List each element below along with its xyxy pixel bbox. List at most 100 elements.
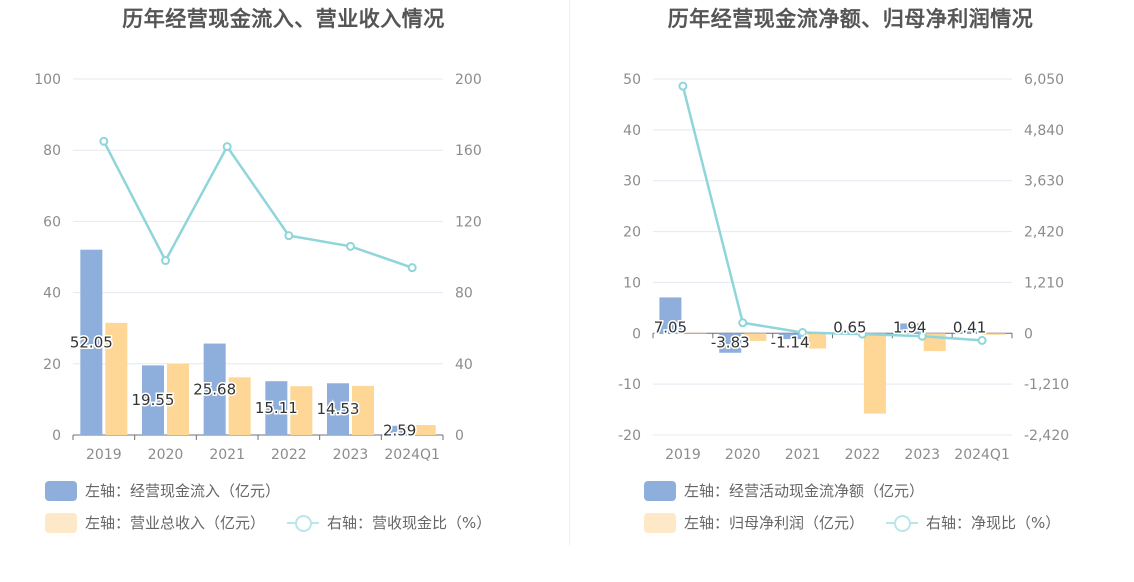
bar xyxy=(290,386,313,435)
y-right-tick-label: 80 xyxy=(455,286,473,302)
bar xyxy=(898,323,921,334)
bar xyxy=(744,333,767,341)
left-legend-row-2: 左轴：营业总收入（亿元） 右轴：营收现金比（%） xyxy=(45,512,513,533)
y-right-tick-label: 40 xyxy=(455,357,473,373)
y-left-tick-label: 40 xyxy=(43,286,61,302)
ratio-point xyxy=(678,81,688,91)
x-tick-label: 2020 xyxy=(725,447,761,463)
x-tick-label: 2023 xyxy=(333,447,369,463)
ratio-point xyxy=(284,231,294,241)
right-chart-svg: -20 -10 0 10 20 30 40 50 -2,420 -1,210 0 1,210 2,420… xyxy=(618,72,1069,463)
x-tick-label: 2022 xyxy=(271,447,307,463)
legend-label: 左轴：经营活动现金流净额（亿元） xyxy=(684,482,925,500)
legend-label: 左轴：归母净利润（亿元） xyxy=(684,514,865,532)
ratio-point xyxy=(738,318,748,328)
bar xyxy=(804,333,827,349)
bar-data-label: 19.55 xyxy=(132,391,175,409)
legend-swatch-orange xyxy=(45,512,77,533)
y-left-tick-label: 100 xyxy=(34,72,61,88)
ratio-point xyxy=(346,241,355,251)
ratio-point xyxy=(798,327,808,337)
y-right-tick-label: 4,840 xyxy=(1024,123,1064,139)
bar xyxy=(958,331,981,334)
legend-label: 右轴：净现比（%） xyxy=(926,514,1061,532)
y-left-tick-label: 60 xyxy=(43,214,61,230)
x-tick-label: 2021 xyxy=(785,447,821,463)
y-left-tick-label: 80 xyxy=(43,143,61,159)
panel-divider xyxy=(569,0,570,545)
y-right-tick-label: 3,630 xyxy=(1024,174,1064,190)
y-right-tick-label: 6,050 xyxy=(1024,72,1064,88)
bar-data-label: -1.14 xyxy=(771,333,810,351)
left-chart-svg: 0 20 40 60 80 100 0 40 80 120 160 200 2019 2020 2021 20… xyxy=(34,72,482,463)
y-left-tick-label: 10 xyxy=(623,275,641,291)
x-tick-label: 2022 xyxy=(845,447,881,463)
bar-data-label: 25.68 xyxy=(193,380,236,398)
bar xyxy=(388,425,411,435)
ratio-point xyxy=(857,329,867,339)
legend-item-ratio[interactable]: 右轴：营收现金比（%） xyxy=(287,512,491,533)
legend-item-revenue[interactable]: 左轴：营业总收入（亿元） xyxy=(45,512,265,533)
bar-data-label: 14.53 xyxy=(317,400,360,418)
legend-item-net-cash-ratio[interactable]: 右轴：净现比（%） xyxy=(886,512,1060,533)
legend-item-cash-inflow[interactable]: 左轴：经营现金流入（亿元） xyxy=(45,480,280,501)
bar-data-label: 1.94 xyxy=(893,318,926,336)
x-tick-label: 2024Q1 xyxy=(954,447,1010,463)
bar xyxy=(779,333,802,340)
ratio-point xyxy=(917,331,927,341)
ratio-line xyxy=(102,140,413,269)
bar xyxy=(203,343,226,435)
bar xyxy=(167,363,189,435)
bar xyxy=(142,365,164,435)
y-left-tick-label: 0 xyxy=(52,428,61,444)
bar-data-label: 0.41 xyxy=(953,318,986,336)
right-chart-panel: 历年经营现金流净额、归母净利润情况 -20 -10 0 10 20 30 40 50 -2,42… xyxy=(567,0,1134,582)
bar-data-label: 52.05 xyxy=(70,333,113,351)
x-tick-label: 2019 xyxy=(86,447,122,463)
y-right-tick-label: -2,420 xyxy=(1024,428,1069,444)
left-legend-row-1: 左轴：经营现金流入（亿元） xyxy=(45,480,302,501)
bar-data-label: 0.65 xyxy=(833,318,866,336)
bar-data-label: 15.11 xyxy=(255,399,298,417)
ratio-point xyxy=(99,136,109,146)
bar-data-label: 7.05 xyxy=(654,318,687,336)
legend-label: 左轴：经营现金流入（亿元） xyxy=(85,482,281,500)
bar xyxy=(983,333,1006,335)
bar-data-label: -3.83 xyxy=(711,333,750,351)
bar xyxy=(352,385,374,435)
legend-item-net-cash-flow[interactable]: 左轴：经营活动现金流净额（亿元） xyxy=(644,480,924,501)
bar-data-label: 2.59 xyxy=(383,421,416,439)
bar xyxy=(105,322,128,435)
y-right-tick-label: 120 xyxy=(455,214,482,230)
x-tick-label: 2019 xyxy=(665,447,701,463)
legend-line-swatch xyxy=(287,513,320,533)
y-left-tick-label: 20 xyxy=(43,357,61,373)
right-legend-row-1: 左轴：经营活动现金流净额（亿元） xyxy=(644,480,946,501)
legend-swatch-blue xyxy=(644,480,676,501)
bar xyxy=(838,329,861,334)
bar xyxy=(684,332,707,334)
chart-title: 历年经营现金流入、营业收入情况 xyxy=(122,7,445,31)
ratio-line xyxy=(681,85,983,342)
y-left-tick-label: -10 xyxy=(618,377,641,393)
x-tick-label: 2020 xyxy=(148,447,184,463)
right-legend-row-2: 左轴：归母净利润（亿元） 右轴：净现比（%） xyxy=(644,512,1082,533)
legend-label: 右轴：营收现金比（%） xyxy=(327,514,492,532)
y-right-tick-label: 0 xyxy=(455,428,464,444)
legend-swatch-orange xyxy=(644,512,676,533)
legend-line-swatch xyxy=(886,513,919,533)
y-right-tick-label: 2,420 xyxy=(1024,225,1064,241)
legend-item-net-profit[interactable]: 左轴：归母净利润（亿元） xyxy=(644,512,864,533)
y-left-tick-label: 40 xyxy=(623,123,641,139)
ratio-point xyxy=(977,335,987,345)
ratio-point xyxy=(161,256,170,266)
y-right-tick-label: 200 xyxy=(455,72,482,88)
y-right-tick-label: 1,210 xyxy=(1024,275,1064,291)
bar xyxy=(228,377,251,435)
bar xyxy=(863,333,886,414)
bar xyxy=(719,333,742,353)
bar xyxy=(80,249,103,435)
bar xyxy=(413,425,436,435)
y-left-tick-label: 50 xyxy=(623,72,641,88)
bar xyxy=(327,383,349,435)
